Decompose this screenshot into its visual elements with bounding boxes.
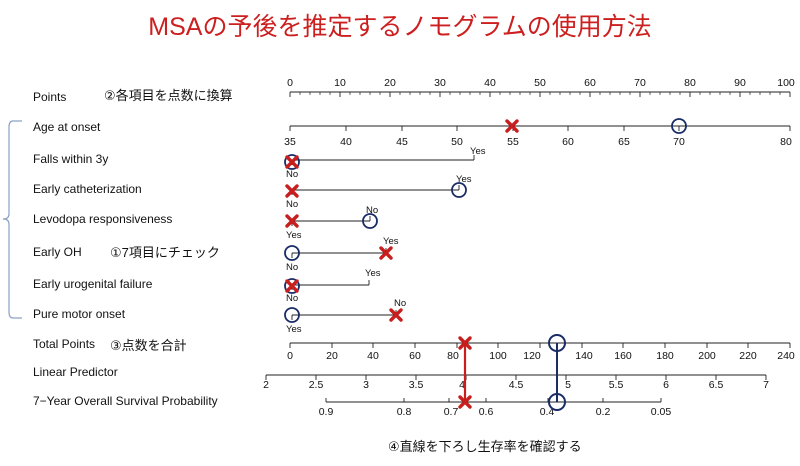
early-oh-axis: Yes No	[285, 236, 399, 273]
points-tick: 80	[684, 77, 696, 89]
points-tick: 20	[384, 77, 396, 89]
pure-motor-axis: No Yes	[285, 298, 406, 335]
items-bracket	[3, 121, 22, 318]
total-tick: 220	[739, 350, 757, 362]
oh-yes-label: Yes	[383, 236, 399, 247]
points-tick: 60	[584, 77, 596, 89]
lp-tick: 5.5	[609, 379, 624, 391]
points-tick: 0	[287, 77, 293, 89]
total-tick: 240	[777, 350, 795, 362]
survival-label: 7−Year Overall Survival Probability	[33, 394, 218, 408]
total-tick: 160	[614, 350, 632, 362]
total-tick: 20	[326, 350, 338, 362]
age-tick: 55	[507, 136, 519, 148]
total-tick: 200	[698, 350, 716, 362]
age-tick: 35	[284, 136, 296, 148]
total-tick: 80	[447, 350, 459, 362]
surv-tick: 0.8	[397, 406, 412, 418]
lp-tick: 3.5	[409, 379, 424, 391]
lp-tick: 4.5	[509, 379, 524, 391]
age-tick: 40	[340, 136, 352, 148]
falls-no-label: No	[286, 169, 298, 180]
age-label: Age at onset	[33, 120, 101, 134]
falls-label: Falls within 3y	[33, 152, 108, 166]
pmo-no-label: No	[394, 298, 406, 309]
urogenital-label: Early urogenital failure	[33, 277, 153, 291]
total-tick: 180	[656, 350, 674, 362]
levodopa-label: Levodopa responsiveness	[33, 212, 172, 226]
uro-yes-label: Yes	[365, 268, 381, 279]
urogenital-axis: Yes No	[285, 268, 381, 304]
age-tick: 50	[451, 136, 463, 148]
cross-icon	[287, 157, 297, 167]
cath-no-label: No	[286, 199, 298, 210]
page-title: MSAの予後を推定するノモグラムの使用方法	[148, 13, 651, 41]
age-axis: 35 40 45 50 55 60 65 70 80	[284, 119, 792, 148]
lp-tick: 3	[363, 379, 369, 391]
catheterization-axis: Yes No	[286, 174, 472, 210]
annotation-step2: ②各項目を点数に換算	[104, 88, 233, 103]
surv-tick: 0.6	[479, 406, 494, 418]
age-tick: 65	[618, 136, 630, 148]
early-oh-label: Early OH	[33, 245, 82, 259]
surv-tick: 0.7	[444, 406, 459, 418]
surv-tick: 0.9	[319, 406, 334, 418]
annotation-step4: ④直線を下ろし生存率を確認する	[388, 439, 582, 454]
points-tick: 10	[334, 77, 346, 89]
linear-predictor-axis: 2 2.5 3 3.5 4 4.5 5 5.5 6 6.5 7	[263, 375, 769, 391]
falls-yes-label: Yes	[470, 146, 486, 157]
annotation-step3: ③点数を合計	[110, 338, 187, 353]
points-tick: 90	[734, 77, 746, 89]
annotation-step1: ①7項目にチェック	[110, 245, 220, 260]
points-axis: 0 10 20 30 40 50 60 70 80 90 100	[287, 77, 795, 97]
total-tick: 120	[523, 350, 541, 362]
points-tick: 70	[634, 77, 646, 89]
total-points-axis: 0 20 40 60 80 100 120 140 160 180 200 22…	[287, 343, 795, 362]
oh-no-label: No	[286, 262, 298, 273]
nomogram-figure: MSAの予後を推定するノモグラムの使用方法 Points Age at onse…	[0, 0, 800, 466]
lp-tick: 2	[263, 379, 269, 391]
points-tick: 100	[777, 77, 795, 89]
points-tick: 30	[434, 77, 446, 89]
levodopa-axis: No Yes	[286, 205, 378, 241]
uro-no-label: No	[286, 293, 298, 304]
points-label: Points	[33, 90, 66, 104]
points-tick: 40	[484, 77, 496, 89]
age-tick: 80	[780, 136, 792, 148]
total-tick: 60	[409, 350, 421, 362]
levodopa-yes-label: Yes	[286, 230, 302, 241]
lp-tick: 5	[565, 379, 571, 391]
lp-tick: 7	[763, 379, 769, 391]
pure-motor-label: Pure motor onset	[33, 307, 126, 321]
pmo-yes-label: Yes	[286, 324, 302, 335]
surv-tick: 0.05	[651, 406, 672, 418]
age-tick: 70	[673, 136, 685, 148]
points-tick: 50	[534, 77, 546, 89]
lp-tick: 2.5	[309, 379, 324, 391]
total-tick: 40	[367, 350, 379, 362]
surv-tick: 0.2	[596, 406, 611, 418]
catheterization-label: Early catheterization	[33, 182, 142, 196]
total-tick: 100	[489, 350, 507, 362]
age-tick: 45	[396, 136, 408, 148]
total-tick: 140	[575, 350, 593, 362]
age-tick: 60	[562, 136, 574, 148]
survival-axis: 0.9 0.8 0.7 0.6 0.4 0.2 0.05	[319, 398, 672, 418]
linear-predictor-label: Linear Predictor	[33, 365, 118, 379]
total-points-label: Total Points	[33, 337, 95, 351]
lp-tick: 6.5	[709, 379, 724, 391]
total-tick: 0	[287, 350, 293, 362]
lp-tick: 6	[663, 379, 669, 391]
